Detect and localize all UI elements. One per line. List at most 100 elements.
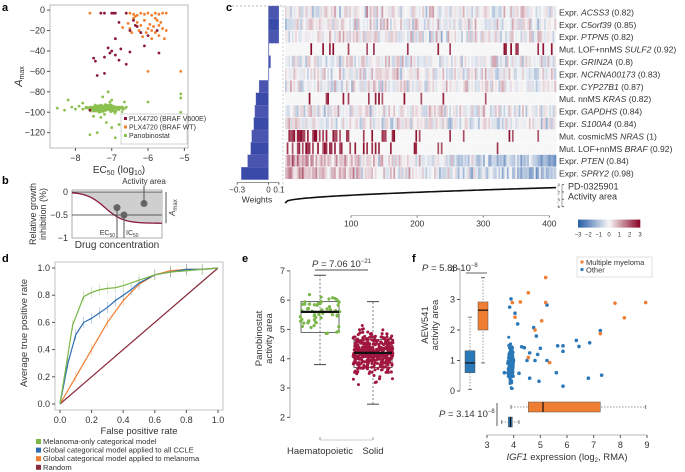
colorbar-segment [578,219,580,228]
heatmap-cell [293,167,296,179]
heatmap-cell [354,130,357,142]
heatmap-cell [437,43,440,55]
heatmap-cell [379,68,382,80]
heatmap-cell [334,68,337,80]
jitter-point [390,377,394,381]
scatter-point [587,341,592,345]
heatmap-cell [367,154,370,167]
jitter-point [356,369,360,373]
heatmap-cell [356,167,359,179]
heatmap-cell [422,80,425,93]
heatmap-cell [298,68,301,80]
heatmap-cell [427,55,430,68]
heatmap-cell [532,80,535,93]
scatter-point [527,376,532,380]
heatmap-cell [374,117,377,130]
scatter-point [81,101,85,105]
heatmap-cell [366,142,369,155]
heatmap-cell [334,43,337,55]
heatmap-cell [352,105,355,117]
heatmap-cell [456,68,459,80]
heatmap-cell [471,55,474,68]
heatmap-cell [303,43,306,55]
scatter-point [510,387,514,391]
heatmap-cell [530,6,533,18]
heatmap-cell [479,130,482,142]
heatmap-cell [378,30,381,43]
heatmap-cell [313,80,316,93]
heatmap-cell [376,105,379,117]
y-tick-label: −100 [25,107,45,117]
heatmap-cell [488,30,491,43]
heatmap-cell [335,167,338,179]
heatmap-cell [508,6,511,18]
heatmap-cell [388,43,391,55]
heatmap-cell [535,30,538,43]
colorbar-tick-label: −3 [575,233,583,239]
heatmap-cell [405,30,408,43]
heatmap-cell [452,6,455,18]
heatmap-cell [510,43,513,55]
heatmap-cell [496,92,499,105]
heatmap-cell [547,80,550,93]
heatmap-cell [291,6,294,18]
heatmap-cell [457,117,460,130]
heatmap-cell [293,130,296,142]
heatmap-cell [378,117,381,130]
heatmap-cell [320,142,323,155]
heatmap-cell [359,80,362,93]
heatmap-cell [533,18,536,31]
heatmap-cell [332,30,335,43]
heatmap-cell [323,117,326,130]
box [477,301,489,331]
legend-swatch [36,464,41,470]
heatmap-cell [383,55,386,68]
heatmap-cell [474,130,477,142]
heatmap-cell [530,55,533,68]
heatmap-cell [356,117,359,130]
jitter-point [335,330,339,334]
heatmap-cell [305,68,308,80]
heatmap-cell [500,80,503,93]
heatmap-cell [473,80,475,93]
heatmap-cell [456,6,459,18]
heatmap-cell [298,43,301,55]
heatmap-cell [388,105,391,117]
heatmap-cell [444,18,447,31]
heatmap-cell [330,105,333,117]
heatmap-cell [361,130,364,142]
jitter-point [378,364,382,368]
heatmap-cell [471,167,474,179]
heatmap-cell [469,55,472,68]
heatmap-cell [400,30,403,43]
heatmap-cell [457,142,460,155]
heatmap-cell [374,130,377,142]
heatmap-cell [423,6,426,18]
heatmap-cell [323,92,326,105]
weight-bar [255,92,269,106]
heatmap-cell [518,117,521,130]
heatmap-cell [483,167,486,179]
heatmap-cell [361,142,364,155]
heatmap-cell [527,30,530,43]
jitter-point [365,354,369,358]
heatmap-cell [327,80,330,93]
heatmap-cell [347,55,350,68]
x-tick-label: 0.8 [180,415,193,425]
panel-label-f: f [412,253,416,265]
scatter-point [121,26,125,29]
heatmap-cell [537,43,540,55]
heatmap-cell [327,43,330,55]
heatmap-cell [395,30,398,43]
heatmap-cell [486,80,489,93]
heatmap-cell [395,117,398,130]
heatmap-cell [317,105,320,117]
heatmap-cell [552,92,555,105]
heatmap-cell [447,30,450,43]
heatmap-cell [547,117,550,130]
heatmap-cell [374,68,377,80]
heatmap-cell [330,80,333,93]
heatmap-cell [286,105,289,117]
heatmap-cell [405,68,408,80]
heatmap-cell [396,130,399,142]
